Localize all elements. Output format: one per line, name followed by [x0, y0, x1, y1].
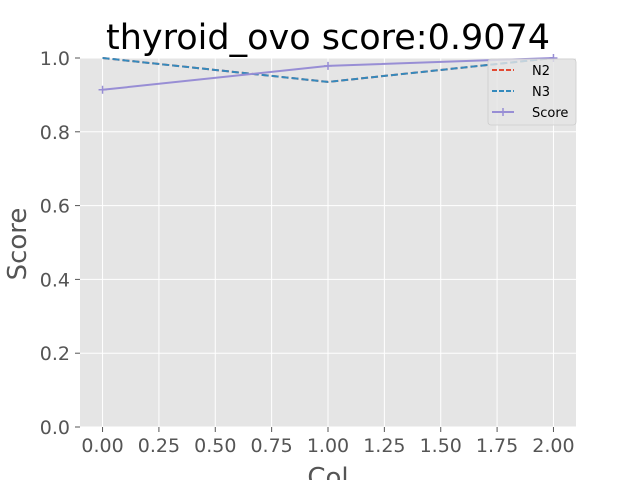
legend-box — [487, 58, 577, 126]
x-tick-label: 1.50 — [420, 435, 462, 457]
x-axis-label: Col — [307, 463, 348, 480]
x-tick-label: 1.00 — [307, 435, 349, 457]
x-tick-label: 2.00 — [532, 435, 574, 457]
legend-marker-score — [499, 108, 507, 116]
y-tick-label: 1.0 — [40, 48, 70, 70]
x-tick-label: 0.25 — [138, 435, 180, 457]
y-axis-label: Score — [3, 208, 33, 281]
legend-label-score: Score — [532, 106, 568, 121]
legend-label-n2: N2 — [532, 64, 550, 79]
x-tick-label: 1.75 — [476, 435, 518, 457]
y-tick-label: 0.2 — [40, 343, 70, 365]
x-tick-label: 0.75 — [250, 435, 292, 457]
y-tick-label: 0.8 — [40, 122, 70, 144]
legend: N2 N3 Score — [487, 58, 577, 126]
x-tick-label: 0.00 — [81, 435, 123, 457]
series-point-score — [98, 85, 107, 94]
series-point-score — [324, 61, 332, 70]
y-tick-label: 0.6 — [40, 196, 70, 218]
chart-title: thyroid_ovo score:0.9074 — [106, 18, 550, 58]
axis-ticks: 0.00 0.25 0.50 0.75 1.00 1.25 1.50 1.75 2.00 0.0 0… — [40, 48, 575, 457]
series-lines — [98, 54, 558, 94]
x-tick-label: 1.25 — [363, 435, 405, 457]
y-tick-label: 0.4 — [40, 269, 70, 291]
x-tick-label: 0.50 — [194, 435, 236, 457]
series-line-n3 — [102, 57, 554, 83]
y-tick-label: 0.0 — [40, 417, 70, 439]
legend-label-n3: N3 — [532, 85, 550, 100]
